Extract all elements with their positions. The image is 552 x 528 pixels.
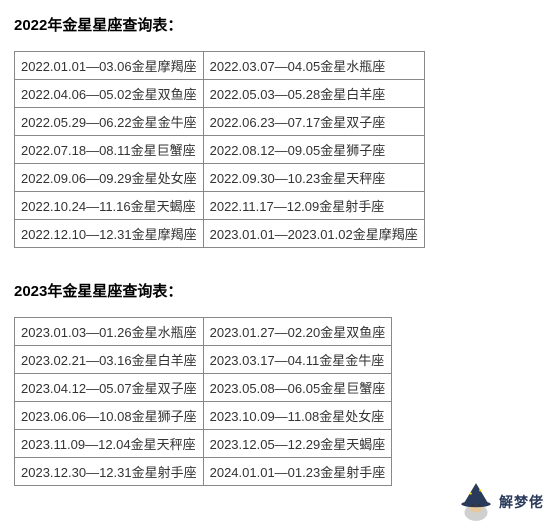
- wizard-icon: [455, 481, 497, 523]
- venus-table-0: 2022.01.01—03.06金星摩羯座2022.03.07—04.05金星水…: [14, 51, 425, 248]
- table-cell: 2022.10.24—11.16金星天蝎座: [15, 192, 204, 220]
- table-row: 2022.05.29—06.22金星金牛座2022.06.23—07.17金星双…: [15, 108, 425, 136]
- table-cell: 2022.04.06—05.02金星双鱼座: [15, 80, 204, 108]
- table-cell: 2022.09.30—10.23金星天秤座: [203, 164, 424, 192]
- table-row: 2022.09.06—09.29金星处女座2022.09.30—10.23金星天…: [15, 164, 425, 192]
- table-row: 2023.02.21—03.16金星白羊座2023.03.17—04.11金星金…: [15, 346, 392, 374]
- table-row: 2022.07.18—08.11金星巨蟹座2022.08.12—09.05金星狮…: [15, 136, 425, 164]
- table-cell: 2022.05.29—06.22金星金牛座: [15, 108, 204, 136]
- table-cell: 2022.01.01—03.06金星摩羯座: [15, 52, 204, 80]
- table-cell: 2022.03.07—04.05金星水瓶座: [203, 52, 424, 80]
- table-cell: 2023.01.01—2023.01.02金星摩羯座: [203, 220, 424, 248]
- table-cell: 2023.02.21—03.16金星白羊座: [15, 346, 204, 374]
- table-cell: 2023.01.03—01.26金星水瓶座: [15, 318, 204, 346]
- table-row: 2022.01.01—03.06金星摩羯座2022.03.07—04.05金星水…: [15, 52, 425, 80]
- table-cell: 2022.05.03—05.28金星白羊座: [203, 80, 424, 108]
- table-cell: 2022.11.17—12.09金星射手座: [203, 192, 424, 220]
- watermark-text: 解梦佬: [499, 492, 544, 512]
- table-cell: 2023.06.06—10.08金星狮子座: [15, 402, 204, 430]
- table-cell: 2023.03.17—04.11金星金牛座: [203, 346, 392, 374]
- table-row: 2022.12.10—12.31金星摩羯座2023.01.01—2023.01.…: [15, 220, 425, 248]
- table-cell: 2023.01.27—02.20金星双鱼座: [203, 318, 392, 346]
- table-row: 2023.11.09—12.04金星天秤座2023.12.05—12.29金星天…: [15, 430, 392, 458]
- table-cell: 2023.11.09—12.04金星天秤座: [15, 430, 204, 458]
- table-row: 2022.04.06—05.02金星双鱼座2022.05.03—05.28金星白…: [15, 80, 425, 108]
- table-row: 2023.04.12—05.07金星双子座2023.05.08—06.05金星巨…: [15, 374, 392, 402]
- table-cell: 2023.10.09—11.08金星处女座: [203, 402, 392, 430]
- table-cell: 2022.12.10—12.31金星摩羯座: [15, 220, 204, 248]
- venus-table-1: 2023.01.03—01.26金星水瓶座2023.01.27—02.20金星双…: [14, 317, 392, 486]
- table-row: 2023.01.03—01.26金星水瓶座2023.01.27—02.20金星双…: [15, 318, 392, 346]
- table-row: 2023.12.30—12.31金星射手座2024.01.01—01.23金星射…: [15, 458, 392, 486]
- table-heading-1: 2023年金星星座查询表：: [14, 280, 538, 301]
- table-row: 2022.10.24—11.16金星天蝎座2022.11.17—12.09金星射…: [15, 192, 425, 220]
- table-row: 2023.06.06—10.08金星狮子座2023.10.09—11.08金星处…: [15, 402, 392, 430]
- table-cell: 2023.12.05—12.29金星天蝎座: [203, 430, 392, 458]
- table-cell: 2022.08.12—09.05金星狮子座: [203, 136, 424, 164]
- table-cell: 2022.09.06—09.29金星处女座: [15, 164, 204, 192]
- table-cell: 2024.01.01—01.23金星射手座: [203, 458, 392, 486]
- table-cell: 2023.04.12—05.07金星双子座: [15, 374, 204, 402]
- table-cell: 2023.12.30—12.31金星射手座: [15, 458, 204, 486]
- watermark: 解梦佬: [455, 481, 544, 523]
- table-cell: 2022.07.18—08.11金星巨蟹座: [15, 136, 204, 164]
- table-cell: 2022.06.23—07.17金星双子座: [203, 108, 424, 136]
- table-heading-0: 2022年金星星座查询表：: [14, 14, 538, 35]
- table-cell: 2023.05.08—06.05金星巨蟹座: [203, 374, 392, 402]
